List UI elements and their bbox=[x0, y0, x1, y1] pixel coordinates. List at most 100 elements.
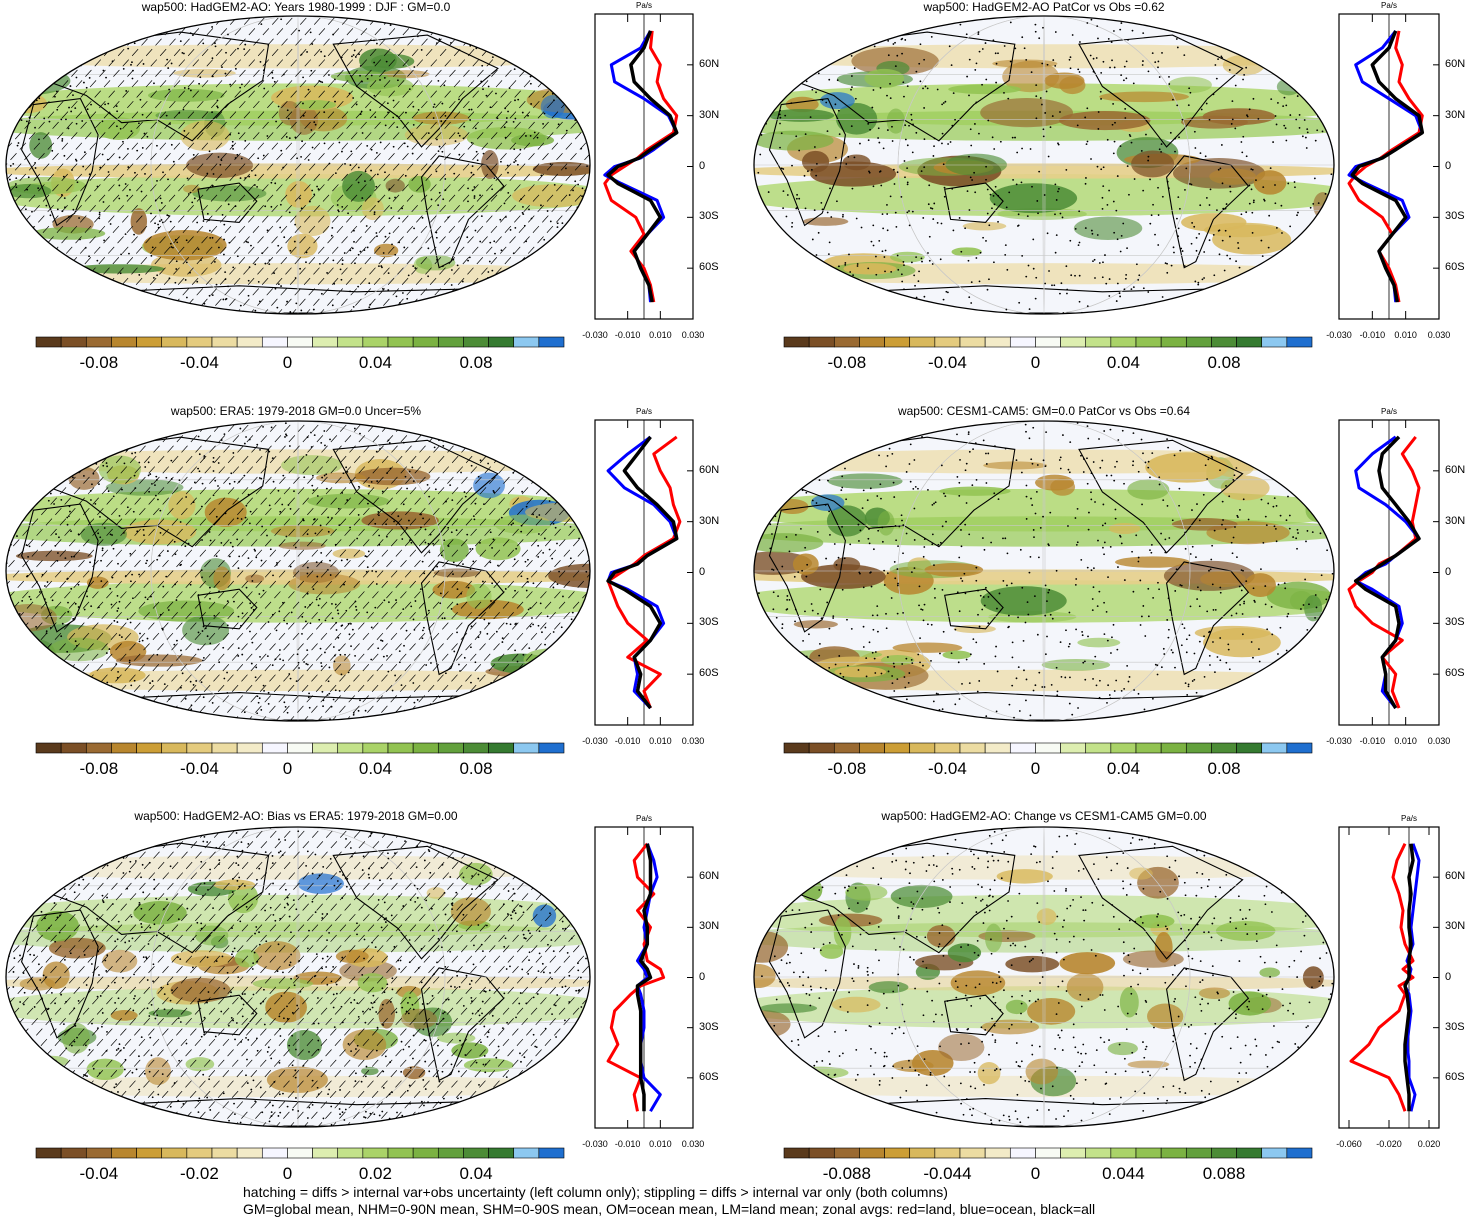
colorbar-tick-label: 0 bbox=[1030, 1164, 1041, 1183]
zonal-land-line bbox=[603, 30, 679, 303]
zonal-x-tick: -0.010 bbox=[1359, 330, 1386, 340]
colorbar-tick-label: 0 bbox=[282, 759, 293, 778]
zonal-lat-tick: 30N bbox=[699, 108, 720, 121]
zonal-lat-tick: 30N bbox=[1445, 920, 1466, 933]
zonal-lat-tick: 30S bbox=[1445, 1020, 1465, 1033]
zonal-lat-tick: 0 bbox=[1445, 159, 1452, 172]
panel-title: wap500: CESM1-CAM5: GM=0.0 PatCor vs Obs… bbox=[897, 404, 1191, 418]
colorbar-tick-label: 0.04 bbox=[358, 759, 392, 778]
zonal-lat-tick: 30S bbox=[699, 210, 719, 223]
zonal-x-tick: 0.030 bbox=[681, 736, 705, 746]
zonal-lat-tick: 30S bbox=[699, 1020, 719, 1033]
zonal-x-tick: 0.020 bbox=[1417, 1139, 1441, 1149]
colorbar-tick-label: 0.08 bbox=[1207, 759, 1241, 778]
zonal-lat-tick: 0 bbox=[699, 970, 706, 983]
panel-title: wap500: HadGEM2-AO PatCor vs Obs =0.62 bbox=[923, 0, 1165, 14]
colorbar-tick-label: -0.04 bbox=[79, 1164, 119, 1183]
colorbar-tick-label: -0.04 bbox=[928, 759, 967, 778]
colorbar bbox=[35, 1147, 565, 1159]
colorbar-tick-label: -0.02 bbox=[180, 1164, 219, 1183]
colorbar-tick-label: -0.04 bbox=[180, 759, 219, 778]
panel-title: wap500: HadGEM2-AO: Change vs CESM1-CAM5… bbox=[881, 809, 1207, 823]
zonal-land-line bbox=[1349, 843, 1415, 1112]
colorbar-tick-label: 0.04 bbox=[358, 353, 392, 372]
zonal-lat-tick: 30S bbox=[1445, 616, 1465, 629]
map-plot bbox=[753, 420, 1335, 722]
colorbar-tick-label: 0.088 bbox=[1202, 1164, 1246, 1183]
zonal-all-line bbox=[635, 843, 653, 1112]
zonal-unit-label: Pa/s bbox=[1380, 407, 1398, 416]
colorbar-tick-label: 0.04 bbox=[1106, 353, 1140, 372]
zonal-lat-tick: 60N bbox=[699, 57, 720, 70]
zonal-lat-tick: 0 bbox=[699, 565, 706, 578]
map-plot bbox=[753, 826, 1335, 1128]
panel-title: wap500: HadGEM2-AO: Years 1980-1999 : DJ… bbox=[141, 0, 451, 14]
zonal-lat-tick: 60S bbox=[699, 667, 719, 680]
colorbar-tick-label: 0 bbox=[282, 1164, 293, 1183]
zonal-lat-tick: 0 bbox=[1445, 565, 1452, 578]
zonal-lat-tick: 60N bbox=[1445, 57, 1466, 70]
zonal-all-line bbox=[1350, 30, 1425, 303]
zonal-unit-label: Pa/s bbox=[1380, 1, 1398, 10]
zonal-x-tick: -0.030 bbox=[1326, 736, 1352, 746]
zonal-x-tick: 0.010 bbox=[649, 736, 672, 746]
zonal-lat-tick: 60S bbox=[1445, 1070, 1465, 1083]
zonal-mean-plot bbox=[1338, 826, 1440, 1129]
zonal-lat-tick: 60S bbox=[699, 261, 719, 274]
map-plot bbox=[5, 15, 591, 315]
colorbar bbox=[35, 742, 565, 754]
zonal-x-tick: 0.030 bbox=[1427, 736, 1451, 746]
zonal-unit-label: Pa/s bbox=[635, 1, 653, 10]
zonal-x-tick: -0.030 bbox=[582, 736, 608, 746]
colorbar-tick-label: 0.02 bbox=[358, 1164, 392, 1183]
colorbar-tick-label: -0.088 bbox=[822, 1164, 871, 1183]
zonal-lat-tick: 30N bbox=[1445, 514, 1466, 527]
zonal-x-tick: -0.030 bbox=[582, 330, 608, 340]
zonal-lat-tick: 30N bbox=[699, 920, 720, 933]
zonal-x-tick: -0.030 bbox=[1326, 330, 1352, 340]
zonal-x-tick: -0.010 bbox=[614, 330, 641, 340]
zonal-lat-tick: 60N bbox=[1445, 463, 1466, 476]
zonal-x-tick: -0.030 bbox=[582, 1139, 608, 1149]
colorbar-tick-label: 0 bbox=[282, 353, 293, 372]
colorbar-tick-label: -0.08 bbox=[827, 353, 867, 372]
zonal-lat-tick: 0 bbox=[1445, 970, 1452, 983]
colorbar bbox=[35, 336, 565, 348]
colorbar-tick-label: -0.08 bbox=[79, 353, 119, 372]
zonal-x-tick: 0.010 bbox=[649, 330, 672, 340]
zonal-lat-tick: 30S bbox=[699, 616, 719, 629]
zonal-x-tick: 0.030 bbox=[681, 1139, 705, 1149]
zonal-land-line bbox=[606, 842, 666, 1112]
zonal-unit-label: Pa/s bbox=[1400, 814, 1418, 823]
colorbar-tick-label: 0.044 bbox=[1102, 1164, 1145, 1183]
zonal-land-line bbox=[606, 435, 682, 709]
map-plot bbox=[753, 15, 1335, 315]
zonal-mean-plot bbox=[1338, 13, 1440, 320]
colorbar-tick-label: 0.08 bbox=[459, 353, 493, 372]
colorbar bbox=[783, 742, 1313, 754]
colorbar bbox=[783, 336, 1313, 348]
map-plot bbox=[5, 826, 591, 1128]
zonal-x-tick: 0.010 bbox=[649, 1139, 672, 1149]
zonal-unit-label: Pa/s bbox=[635, 407, 653, 416]
zonal-lat-tick: 60N bbox=[1445, 870, 1466, 883]
colorbar-tick-label: 0.08 bbox=[1207, 353, 1241, 372]
colorbar-tick-label: 0.04 bbox=[459, 1164, 493, 1183]
zonal-lat-tick: 60S bbox=[699, 1070, 719, 1083]
zonal-mean-plot bbox=[594, 826, 694, 1129]
colorbar-tick-label: -0.04 bbox=[180, 353, 219, 372]
zonal-mean-plot bbox=[594, 419, 694, 726]
zonal-x-tick: 0.010 bbox=[1394, 736, 1417, 746]
zonal-x-tick: 0.030 bbox=[1427, 330, 1451, 340]
colorbar bbox=[783, 1147, 1313, 1159]
zonal-all-line bbox=[606, 435, 679, 710]
map-plot bbox=[5, 420, 591, 722]
zonal-lat-tick: 60S bbox=[1445, 667, 1465, 680]
zonal-lat-tick: 30N bbox=[699, 514, 720, 527]
zonal-lat-tick: 60N bbox=[699, 463, 720, 476]
zonal-all-line bbox=[1403, 843, 1415, 1112]
panel-title: wap500: ERA5: 1979-2018 GM=0.0 Uncer=5% bbox=[170, 404, 422, 418]
colorbar-tick-label: 0.08 bbox=[459, 759, 493, 778]
zonal-lat-tick: 60S bbox=[1445, 261, 1465, 274]
